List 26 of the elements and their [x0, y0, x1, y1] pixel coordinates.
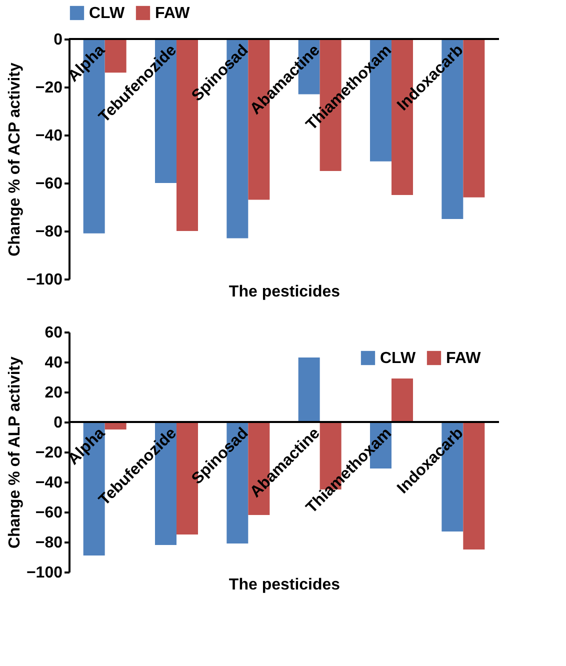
y-tick-label: 20: [44, 384, 63, 402]
y-tick-label: 40: [44, 354, 63, 372]
legend-label: CLW: [380, 350, 416, 367]
y-tick-label: 0: [54, 414, 63, 432]
y-tick-label: −40: [35, 474, 63, 492]
bar: [298, 358, 320, 422]
y-axis-title: Change % of ACP activity: [6, 62, 24, 256]
y-tick-label: −80: [35, 534, 63, 552]
y-tick-label: −100: [26, 272, 63, 288]
y-tick-label: −100: [26, 564, 63, 582]
legend-label: FAW: [446, 350, 482, 367]
y-tick-label: −60: [35, 504, 63, 522]
y-tick-label: −20: [35, 80, 63, 96]
y-tick-label: −60: [35, 176, 63, 192]
x-axis-title: The pesticides: [228, 576, 340, 594]
y-tick-label: 60: [44, 324, 63, 342]
y-tick-label: −40: [35, 128, 63, 144]
legend-label: FAW: [155, 5, 191, 22]
x-axis-title: The pesticides: [228, 284, 340, 300]
y-tick-label: −80: [35, 224, 63, 240]
bar: [463, 422, 485, 550]
bar: [392, 378, 413, 422]
y-tick-label: −20: [35, 444, 63, 462]
y-axis-title: Change % of ALP activity: [6, 356, 24, 549]
legend-label: CLW: [89, 5, 126, 22]
y-tick-label: 0: [54, 32, 63, 48]
